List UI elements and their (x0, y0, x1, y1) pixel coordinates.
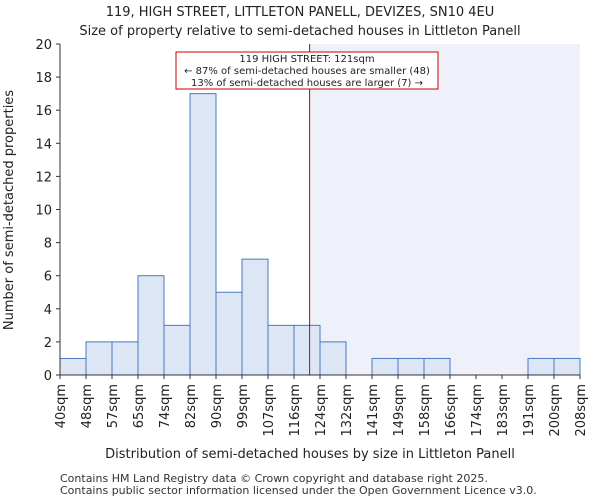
y-tick-label: 16 (35, 104, 52, 119)
y-tick-label: 8 (44, 237, 52, 252)
larger-region-shading (309, 44, 580, 375)
y-tick-label: 10 (35, 204, 52, 219)
y-ticks-group: 0 2 4 6 8 10 12 14 16 18 20 (35, 38, 60, 384)
x-tick-label: 200sqm (548, 384, 563, 437)
footer-line-2: Contains public sector information licen… (60, 484, 537, 497)
x-tick-label: 99sqm (236, 384, 251, 428)
x-tick-label: 40sqm (54, 384, 69, 428)
x-tick-label: 166sqm (444, 384, 459, 437)
x-tick-label: 132sqm (340, 384, 355, 437)
bar-141sqm (371, 357, 399, 376)
bar-200sqm (553, 357, 581, 376)
y-tick-label: 20 (35, 38, 52, 53)
x-tick-label: 82sqm (184, 384, 199, 428)
x-tick-label: 90sqm (210, 384, 225, 428)
x-tick-label: 183sqm (496, 384, 511, 437)
x-tick-label: 57sqm (106, 384, 121, 428)
y-tick-label: 6 (44, 270, 52, 285)
y-tick-label: 4 (44, 303, 52, 318)
bar-48sqm (85, 341, 113, 376)
x-tick-label: 65sqm (132, 384, 147, 428)
bar-99sqm (241, 258, 269, 376)
bar-158sqm (423, 357, 451, 376)
x-tick-label: 158sqm (418, 384, 433, 437)
bar-107sqm (267, 324, 295, 376)
y-tick-label: 2 (44, 336, 52, 351)
annotation-line-3: 13% of semi-detached houses are larger (… (191, 78, 423, 89)
y-tick-label: 18 (35, 71, 52, 86)
x-ticks-group: 40sqm 48sqm 57sqm 65sqm 74sqm 82sqm 90sqm 99sqm… (54, 375, 589, 437)
chart-title: 119, HIGH STREET, LITTLETON PANELL, DEVI… (106, 5, 495, 20)
bar-90sqm (215, 291, 243, 376)
bar-82sqm (189, 93, 217, 376)
x-tick-label: 74sqm (158, 384, 173, 428)
x-tick-label: 116sqm (288, 384, 303, 437)
bar-40sqm (59, 357, 87, 376)
x-tick-label: 124sqm (314, 384, 329, 437)
x-tick-label: 141sqm (366, 384, 381, 437)
x-axis-label: Distribution of semi-detached houses by … (105, 447, 515, 462)
annotation-box (175, 51, 439, 90)
bar-149sqm (397, 357, 425, 376)
x-tick-label: 174sqm (470, 384, 485, 437)
y-tick-label: 0 (44, 369, 52, 384)
y-tick-label: 14 (35, 137, 52, 152)
x-tick-label: 191sqm (522, 384, 537, 437)
bar-116sqm (293, 324, 321, 376)
bar-57sqm (111, 341, 139, 376)
y-axis-label: Number of semi-detached properties (2, 90, 17, 330)
bars-group (59, 93, 581, 376)
bar-74sqm (163, 324, 191, 376)
x-tick-label: 208sqm (574, 384, 589, 437)
bar-124sqm (319, 341, 347, 376)
annotation-line-1: 119 HIGH STREET: 121sqm (239, 54, 374, 65)
annotation-line-2: ← 87% of semi-detached houses are smalle… (184, 66, 430, 77)
footer-line-1: Contains HM Land Registry data © Crown c… (60, 472, 488, 485)
bar-191sqm (527, 357, 555, 376)
chart-subtitle: Size of property relative to semi-detach… (79, 24, 520, 39)
bar-65sqm (137, 275, 165, 376)
y-tick-label: 12 (35, 170, 52, 185)
x-tick-label: 107sqm (262, 384, 277, 437)
x-tick-label: 48sqm (80, 384, 95, 428)
x-tick-label: 149sqm (392, 384, 407, 437)
